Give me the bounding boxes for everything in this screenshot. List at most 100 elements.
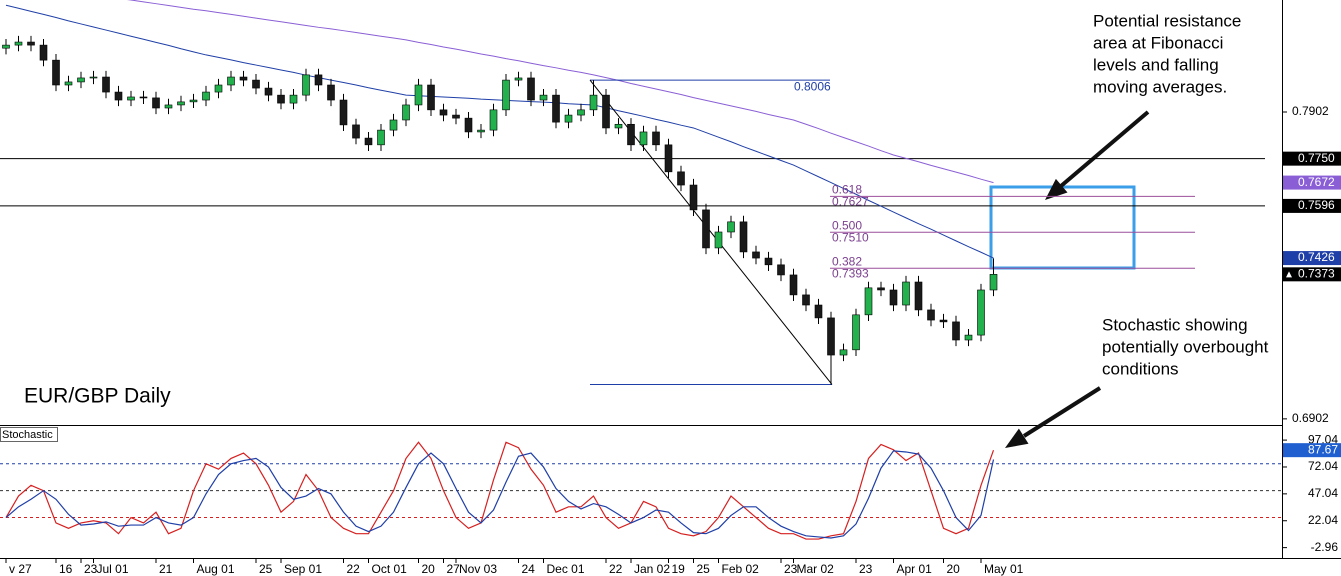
candle-body (2, 44, 10, 49)
candle-body (339, 99, 348, 126)
candle-body (214, 84, 223, 93)
moving-average (5, 4, 994, 259)
stoch-badge-label: 87.67 (1308, 442, 1338, 456)
arrow-head (1005, 428, 1029, 448)
candle-body (64, 81, 73, 86)
candle-body (352, 124, 360, 139)
fib-high-label: 0.8006 (794, 79, 831, 93)
candle-body (977, 289, 985, 336)
stoch-y-tick-label: -2.96 (1311, 540, 1339, 554)
candle-body (264, 87, 273, 96)
x-tick-label: 19 (672, 562, 686, 576)
chart-title: EUR/GBP Daily (24, 385, 171, 408)
x-tick-label: 25 (697, 562, 711, 576)
candle-body (177, 101, 185, 106)
candle-body (302, 74, 310, 96)
price-badge-label: 0.7596 (1298, 198, 1335, 212)
x-tick-label: Jul 01 (97, 562, 129, 576)
candle-body (777, 264, 785, 276)
ma-badge-label: 0.7426 (1298, 250, 1335, 264)
candle-body (889, 289, 898, 306)
candle-body (714, 231, 723, 249)
y-tick-label: 0.6902 (1292, 411, 1329, 425)
candle-body (252, 79, 260, 89)
candle-body (289, 94, 298, 104)
arrow-head (1045, 178, 1068, 200)
candle-body (827, 317, 835, 356)
x-tick-label: 23 (859, 562, 873, 576)
candle-body (514, 77, 523, 81)
candle-body (852, 314, 860, 351)
candle-body (414, 84, 423, 106)
fib-ratio-label: 0.618 (832, 183, 862, 197)
candle-body (164, 104, 173, 109)
candle-body (439, 109, 448, 116)
annotation-line: potentially overbought (1102, 337, 1269, 356)
candle-body (52, 59, 60, 86)
x-tick-label: v 27 (9, 562, 32, 576)
candle-body (914, 281, 923, 311)
candle-body (864, 287, 873, 316)
candle-body (577, 109, 585, 116)
annotation-line: levels and falling (1093, 55, 1219, 74)
annotation-line: Potential resistance (1093, 11, 1241, 30)
candle-body (527, 77, 535, 101)
candle-body (764, 257, 773, 266)
candle-body (377, 129, 385, 146)
candle-body (652, 131, 660, 146)
x-tick-label: May 01 (984, 562, 1024, 576)
candle-body (964, 334, 973, 341)
candle-body (314, 74, 323, 86)
x-tick-label: 22 (347, 562, 361, 576)
annotation-line: conditions (1102, 359, 1179, 378)
x-tick-label: 20 (947, 562, 961, 576)
stoch-line (5, 450, 995, 539)
candle-body (277, 94, 285, 104)
candle-body (702, 209, 710, 249)
x-tick-label: 25 (259, 562, 273, 576)
indicator-label: Stochastic (2, 429, 53, 441)
candle-body (789, 274, 798, 296)
candle-body (502, 79, 510, 111)
fib-price-label: 0.7393 (832, 266, 869, 280)
candle-body (689, 184, 698, 211)
moving-average (126, 0, 994, 184)
x-tick-label: Oct 01 (372, 562, 408, 576)
x-tick-label: 16 (59, 562, 73, 576)
candle-body (939, 319, 948, 323)
arrow-shaft (1022, 386, 1102, 438)
candle-body (627, 123, 635, 146)
candle-body (814, 304, 823, 319)
candle-body (239, 76, 248, 81)
y-tick-label: 0.7902 (1292, 104, 1329, 118)
candle-body (489, 109, 498, 131)
x-tick-label: Nov 03 (459, 562, 497, 576)
stoch-y-tick-label: 97.04 (1308, 432, 1338, 446)
candle-body (114, 91, 123, 101)
x-tick-label: Dec 01 (547, 562, 585, 576)
fib-price-label: 0.7510 (832, 230, 869, 244)
candle-body (564, 114, 573, 123)
x-tick-label: 23 (84, 562, 98, 576)
x-tick-label: 20 (422, 562, 436, 576)
current-price-marker (1286, 271, 1292, 278)
candle-body (102, 76, 110, 93)
candle-body (389, 119, 398, 131)
x-tick-label: 27 (447, 562, 461, 576)
arrow-shaft (1059, 110, 1150, 188)
candle-body (27, 41, 35, 46)
candle-body (802, 294, 810, 306)
current-price-label: 0.7373 (1298, 267, 1335, 281)
candle-body (477, 129, 485, 133)
stoch-badge (1283, 443, 1341, 458)
candle-body (452, 114, 460, 119)
candle-body (927, 309, 935, 321)
candle-body (739, 221, 748, 253)
candle-body (227, 76, 235, 86)
candle-body (189, 99, 198, 103)
candle-body (139, 96, 148, 99)
candle-body (364, 137, 373, 146)
candle-body (127, 96, 135, 101)
price-badge (1283, 151, 1341, 166)
